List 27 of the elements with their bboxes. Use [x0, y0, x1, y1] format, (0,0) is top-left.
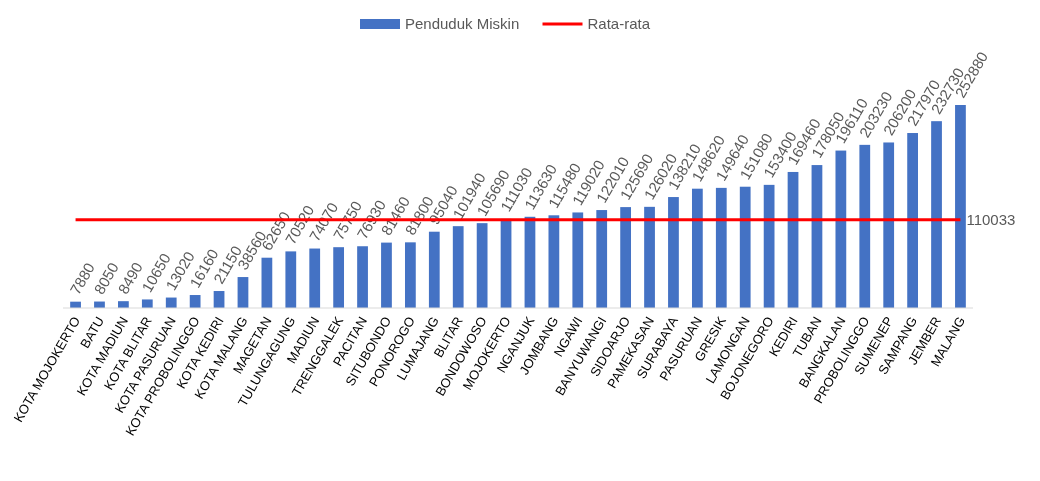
bar [357, 246, 368, 308]
bar [715, 187, 727, 308]
bar [141, 299, 153, 308]
bar [883, 142, 895, 308]
bar [476, 223, 488, 308]
bar [859, 144, 871, 308]
bar [333, 247, 345, 308]
bar [620, 207, 631, 308]
bar [763, 184, 775, 308]
bar [381, 242, 392, 308]
bar [285, 251, 297, 308]
bar [118, 301, 129, 308]
bar [572, 212, 584, 308]
bar [739, 186, 751, 308]
bar [500, 218, 512, 308]
bar [309, 248, 321, 308]
legend-label: Rata-rata [587, 15, 651, 32]
data-label: 110033 [966, 210, 1016, 228]
legend-label: Penduduk Miskin [405, 15, 520, 32]
bar [189, 295, 201, 308]
bar [596, 210, 608, 308]
bar [452, 226, 464, 308]
bar [548, 215, 560, 308]
bar [691, 188, 703, 308]
bar [405, 242, 416, 308]
bar [811, 165, 823, 308]
bar [644, 206, 655, 308]
